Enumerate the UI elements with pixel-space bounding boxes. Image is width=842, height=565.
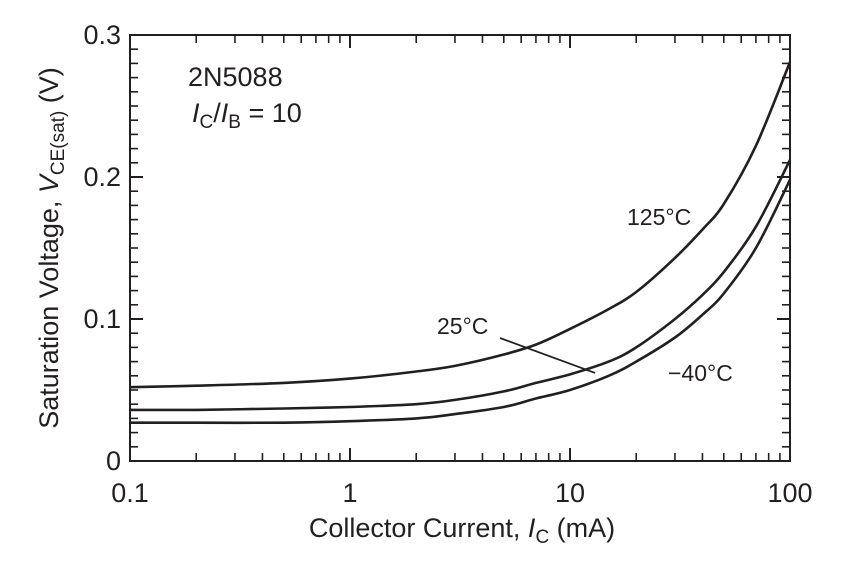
x-tick-label: 0.1 (111, 478, 149, 508)
label-minus40c: −40°C (668, 360, 733, 386)
x-tick-label: 1 (342, 478, 357, 508)
y-axis-title-main: Saturation Voltage, (34, 193, 64, 429)
x-axis-title-unit: (mA) (549, 513, 615, 543)
x-axis-title: Collector Current, IC (mA) (309, 513, 615, 548)
ratio-value: = 10 (241, 98, 302, 128)
ratio-ic-symbol: I (192, 98, 200, 128)
x-axis-title-subscript: C (535, 527, 549, 548)
ratio-ib-subscript: B (228, 112, 241, 133)
y-axis-title-subscript: CE(sat) (48, 111, 69, 175)
plot-frame (129, 34, 791, 462)
y-axis-title-symbol: V (34, 172, 64, 193)
series-line-minus40c (130, 179, 792, 425)
ratio-ic-subscript: C (200, 112, 214, 133)
x-tick-label: 10 (555, 478, 585, 508)
y-tick-label: 0.1 (83, 304, 121, 334)
ratio-ib-symbol: I (221, 98, 229, 128)
x-axis-title-main: Collector Current, (309, 513, 528, 543)
axis-ticks (129, 34, 791, 462)
label-25c: 25°C (437, 313, 488, 339)
series-line-25c (129, 159, 792, 412)
current-ratio-label: IC/IB = 10 (192, 98, 302, 133)
y-tick-label: 0.3 (83, 20, 121, 50)
x-axis-title-symbol: I (528, 513, 536, 543)
y-axis-title-unit: (V) (34, 67, 64, 111)
label-125c: 125°C (627, 204, 691, 230)
y-tick-label: 0 (106, 446, 121, 476)
device-label: 2N5088 (188, 62, 283, 92)
label-25c-leader-line (499, 337, 596, 374)
series-lines (129, 61, 792, 425)
y-axis-title: Saturation Voltage, VCE(sat) (V) (34, 67, 69, 429)
series-line-125c (129, 61, 792, 389)
y-tick-label: 0.2 (83, 162, 121, 192)
ratio-slash: / (213, 98, 221, 128)
x-tick-label: 100 (767, 478, 812, 508)
